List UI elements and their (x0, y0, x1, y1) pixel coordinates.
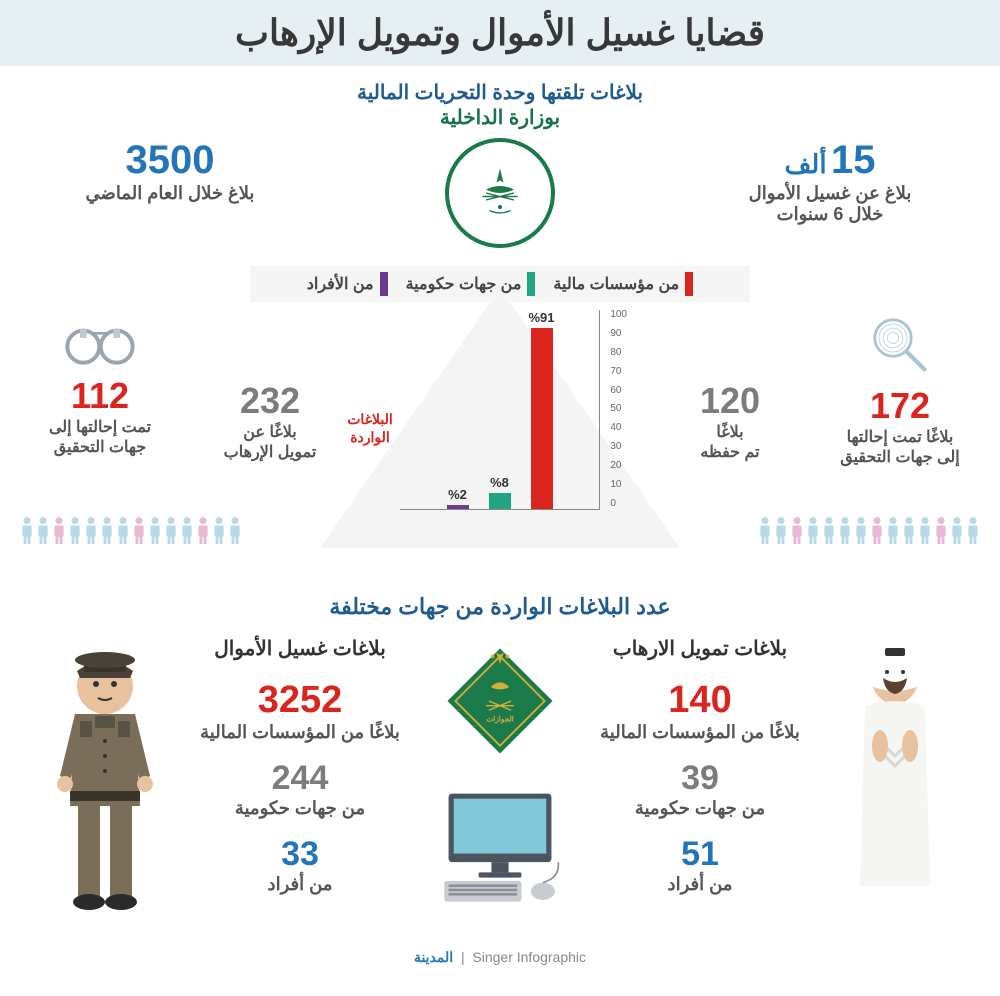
person-icon (148, 516, 162, 544)
person-icon (758, 516, 772, 544)
person-icon (180, 516, 194, 544)
person-icon (918, 516, 932, 544)
person-icon (854, 516, 868, 544)
person-icon (902, 516, 916, 544)
officer-figure (30, 636, 180, 921)
subtitle-line2: بوزارة الداخلية (0, 105, 1000, 130)
chart-bar: %91 (531, 328, 553, 509)
legend-item: من جهات حكومية (406, 272, 536, 296)
person-icon (934, 516, 948, 544)
person-icon (132, 516, 146, 544)
person-icon (36, 516, 50, 544)
chart-bar: %2 (447, 505, 469, 509)
person-icon (52, 516, 66, 544)
handcuffs-icon (60, 310, 140, 370)
title-bar: قضايا غسيل الأموال وتمويل الإرهاب (0, 0, 1000, 66)
bottom-stat: 3252بلاغًا من المؤسسات المالية (180, 679, 420, 743)
person-icon (806, 516, 820, 544)
bottom-stat: 140بلاغًا من المؤسسات المالية (580, 679, 820, 743)
person-icon (950, 516, 964, 544)
ministry-emblem-icon (445, 138, 555, 248)
legend-item: من مؤسسات مالية (553, 272, 693, 296)
person-icon (870, 516, 884, 544)
main-title: قضايا غسيل الأموال وتمويل الإرهاب (0, 12, 1000, 54)
arab-man-figure (820, 636, 970, 921)
officer-icon (40, 636, 170, 916)
center-icons: الجوازات (420, 636, 580, 921)
chart-bar: %8 (489, 493, 511, 509)
subtitle: بلاغات تلقتها وحدة التحريات المالية بوزا… (0, 80, 1000, 130)
people-row (0, 516, 1000, 544)
stat-top-left: 3500 بلاغ خلال العام الماضي (40, 138, 300, 248)
bar-chart: 1009080706050403020100 البلاغات الواردة … (400, 310, 600, 510)
stat-top-right: 15 ألف بلاغ عن غسيل الأموال خلال 6 سنوات (700, 138, 960, 248)
person-icon (774, 516, 788, 544)
stat-num: 3500 (40, 138, 300, 183)
person-icon (100, 516, 114, 544)
person-icon (822, 516, 836, 544)
fingerprint-magnifier-icon (865, 310, 935, 380)
person-icon (212, 516, 226, 544)
person-icon (966, 516, 980, 544)
mid-right-group: 172 بلاغًا تمت إحالتها إلى جهات التحقيق … (660, 310, 970, 467)
computer-icon (430, 785, 570, 905)
person-icon (84, 516, 98, 544)
col-right-stats: بلاغات تمويل الارهاب 140بلاغًا من المؤسس… (580, 636, 820, 921)
person-icon (20, 516, 34, 544)
bottom-stat: 244من جهات حكومية (180, 759, 420, 819)
arab-man-icon (835, 636, 955, 896)
chart-legend: من مؤسسات مالية من جهات حكومية من الأفراد (250, 266, 750, 302)
bottom-stat: 39من جهات حكومية (580, 759, 820, 819)
subtitle-line1: بلاغات تلقتها وحدة التحريات المالية (0, 80, 1000, 105)
passports-emblem-icon: الجوازات (435, 636, 565, 766)
bottom-stat: 33من أفراد (180, 835, 420, 895)
person-icon (886, 516, 900, 544)
mid-left-group: 232 بلاغًا عن تمويل الإرهاب 112 تمت إحال… (30, 310, 340, 462)
footer: Singer Infographic | المدينة (0, 941, 1000, 974)
svg-text:الجوازات: الجوازات (486, 714, 514, 723)
bottom-stat: 51من أفراد (580, 835, 820, 895)
section2-title: عدد البلاغات الواردة من جهات مختلفة (0, 594, 1000, 620)
person-icon (164, 516, 178, 544)
legend-item: من الأفراد (307, 272, 388, 296)
person-icon (116, 516, 130, 544)
person-icon (196, 516, 210, 544)
stat-num: 15 (831, 138, 876, 182)
person-icon (790, 516, 804, 544)
person-icon (838, 516, 852, 544)
col-left-stats: بلاغات غسيل الأموال 3252بلاغًا من المؤسس… (180, 636, 420, 921)
person-icon (68, 516, 82, 544)
person-icon (228, 516, 242, 544)
